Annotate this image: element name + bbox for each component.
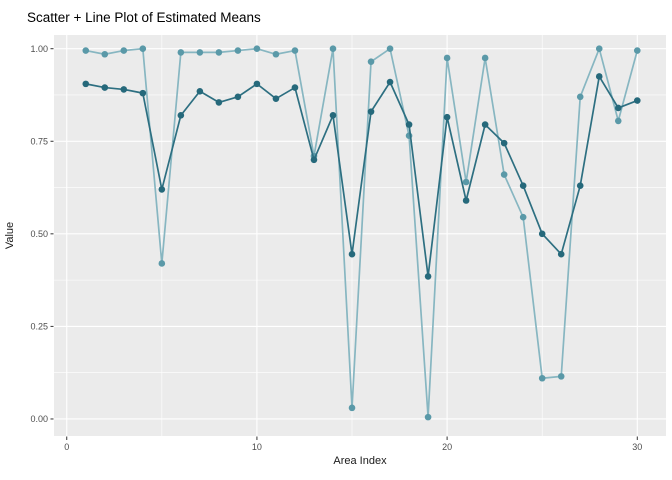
dark-teal-series-point	[196, 87, 204, 95]
light-teal-series-point	[215, 49, 223, 56]
dark-teal-series-point	[272, 95, 280, 102]
light-teal-series-point	[177, 49, 185, 56]
dark-teal-series-point	[576, 182, 584, 189]
y-tick-label: 0.25	[30, 322, 48, 332]
axis-tick-labels: 0 10 20 30 0.00 0.25 0.50 0.75 1.00	[30, 44, 642, 452]
dark-teal-series-point	[101, 84, 109, 91]
y-tick-label: 0.75	[30, 136, 48, 146]
dark-teal-series-point	[348, 250, 356, 258]
light-teal-series-point	[557, 373, 565, 380]
light-teal-series-point	[462, 178, 470, 186]
x-axis-label: Area Index	[333, 455, 387, 467]
dark-teal-series-point	[405, 121, 413, 128]
dark-teal-series-point	[158, 186, 166, 193]
x-tick-label: 0	[64, 442, 69, 452]
y-axis-label: Value	[4, 222, 16, 249]
dark-teal-series-line	[84, 75, 639, 278]
dark-teal-series-point	[215, 99, 223, 106]
light-teal-series-point	[443, 54, 451, 62]
light-teal-series-point	[481, 54, 489, 62]
dark-teal-series-point	[633, 97, 641, 104]
light-teal-series-point	[424, 413, 432, 421]
light-teal-series-point	[500, 171, 508, 178]
light-teal-series-point	[348, 404, 356, 412]
dark-teal-series-point	[462, 197, 470, 204]
dark-teal-series-point	[519, 182, 527, 189]
dark-teal-series-point	[329, 112, 337, 119]
dark-teal-series-point	[538, 230, 546, 238]
series-layer	[82, 45, 641, 421]
dark-teal-series-point	[177, 112, 185, 119]
light-teal-series-point	[158, 260, 166, 267]
x-tick-label: 20	[442, 442, 452, 452]
chart-title: Scatter + Line Plot of Estimated Means	[27, 10, 261, 25]
light-teal-series-point	[386, 45, 394, 52]
light-teal-series-point	[614, 117, 622, 125]
dark-teal-series-point	[120, 86, 128, 93]
light-teal-series-point	[329, 45, 337, 52]
light-teal-series-point	[196, 49, 204, 56]
dark-teal-series-point	[253, 80, 261, 88]
light-teal-series-point	[234, 47, 242, 54]
dark-teal-series-point	[595, 73, 603, 80]
light-teal-series-point	[519, 213, 527, 221]
dark-teal-series-point	[310, 156, 318, 164]
dark-teal-series-point	[82, 80, 90, 88]
light-teal-series-point	[253, 45, 261, 52]
light-teal-series-point	[139, 45, 147, 52]
light-teal-series-point	[82, 47, 90, 54]
light-teal-series-point	[538, 374, 546, 382]
dark-teal-series-point	[500, 139, 508, 147]
light-teal-series-point	[120, 47, 128, 54]
dark-teal-series-point	[481, 121, 489, 128]
light-teal-series-point	[633, 47, 641, 54]
gridlines-major	[54, 35, 666, 436]
light-teal-series-point	[101, 50, 109, 58]
axis-tick-marks	[50, 48, 638, 440]
dark-teal-series-point	[291, 84, 299, 91]
dark-teal-series-point	[614, 104, 622, 112]
light-teal-series-point	[272, 50, 280, 58]
dark-teal-series-point	[443, 113, 451, 121]
x-tick-label: 10	[252, 442, 262, 452]
y-tick-label: 0.50	[30, 229, 48, 239]
light-teal-series-point	[595, 45, 603, 52]
y-tick-label: 0.00	[30, 414, 48, 424]
light-teal-series-point	[576, 93, 584, 101]
dark-teal-series-point	[557, 250, 565, 258]
dark-teal-series-point	[234, 93, 242, 101]
light-teal-series-point	[367, 58, 375, 65]
dark-teal-series-point	[386, 78, 394, 86]
plot-panel	[54, 35, 666, 436]
dark-teal-series-point	[367, 108, 375, 115]
dark-teal-series-point	[139, 89, 147, 97]
dark-teal-series-point	[424, 273, 432, 280]
light-teal-series-point	[291, 47, 299, 54]
y-tick-label: 1.00	[30, 44, 48, 54]
x-tick-label: 30	[632, 442, 642, 452]
